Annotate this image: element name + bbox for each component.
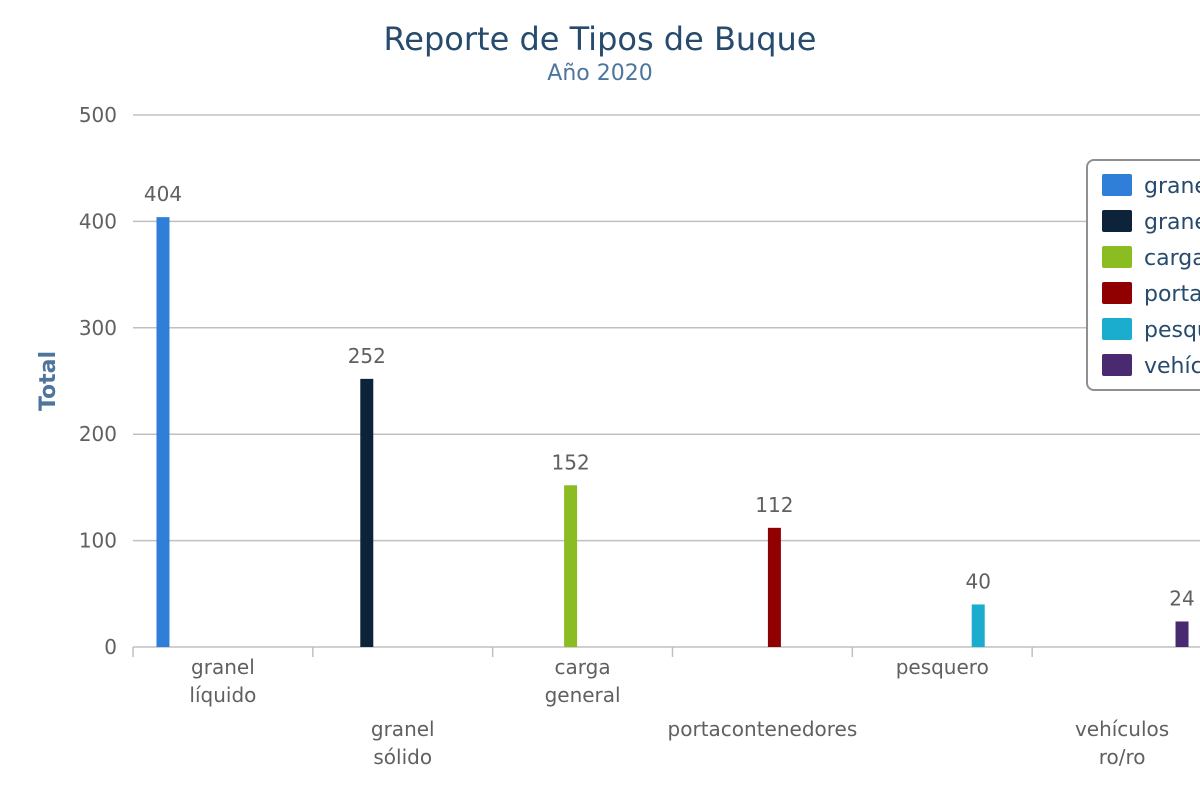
legend-swatch	[1102, 354, 1132, 376]
data-label: 404	[144, 182, 182, 206]
bar[interactable]	[564, 485, 578, 647]
legend-label: portacontenedores	[1144, 282, 1200, 307]
legend-item[interactable]: portacontenedores	[1102, 282, 1200, 307]
legend-label: granel sólido	[1144, 210, 1200, 235]
y-axis-title: Total	[36, 351, 61, 411]
y-tick-label: 0	[104, 635, 117, 659]
x-tick-label: granel líquido	[189, 655, 256, 707]
bar[interactable]	[156, 217, 170, 648]
data-label: 24	[1169, 586, 1194, 610]
data-label: 152	[552, 450, 590, 474]
legend-item[interactable]: granel líquido	[1102, 174, 1200, 199]
axis-layer: 0 100 200 300 400 500	[79, 103, 1200, 659]
legend-label: carga general	[1144, 246, 1200, 271]
y-tick-label: 100	[79, 529, 117, 553]
legend[interactable]: granel líquido granel sólido carga general…	[1086, 159, 1200, 391]
legend-label: granel líquido	[1144, 174, 1200, 199]
legend-swatch	[1102, 282, 1132, 304]
x-tick-label: pesquero	[896, 655, 989, 679]
data-label: 252	[348, 344, 386, 368]
legend-item[interactable]: granel sólido	[1102, 210, 1200, 235]
bar-layer	[156, 217, 1189, 648]
label-layer: 404 252 152 112 40 24 granel líquido granel sólid…	[144, 182, 1195, 769]
bar[interactable]	[971, 604, 985, 647]
y-tick-label: 200	[79, 422, 117, 446]
legend-swatch	[1102, 246, 1132, 268]
bar[interactable]	[1175, 621, 1189, 647]
grid-layer	[133, 114, 1200, 542]
chart-subtitle: Año 2020	[547, 61, 652, 86]
y-tick-label: 500	[79, 103, 117, 127]
chart-title: Reporte de Tipos de Buque	[384, 20, 817, 58]
bar[interactable]	[767, 527, 781, 647]
y-tick-label: 300	[79, 316, 117, 340]
legend-swatch	[1102, 210, 1132, 232]
legend-label: vehículos ro/ro	[1144, 354, 1200, 379]
x-tick-label: portacontenedores	[668, 717, 858, 741]
legend-swatch	[1102, 174, 1132, 196]
y-tick-label: 400	[79, 209, 117, 233]
x-tick-label: vehículos ro/ro	[1075, 717, 1169, 769]
legend-item[interactable]: pesquero	[1102, 318, 1200, 343]
legend-item[interactable]: vehículos ro/ro	[1102, 354, 1200, 379]
data-label: 112	[755, 493, 793, 517]
x-tick-label: carga general	[545, 655, 621, 707]
x-tick-label: granel sólido	[371, 717, 435, 769]
legend-item[interactable]: carga general	[1102, 246, 1200, 271]
legend-swatch	[1102, 318, 1132, 340]
bar[interactable]	[360, 378, 374, 647]
legend-label: pesquero	[1144, 318, 1200, 343]
data-label: 40	[965, 569, 990, 593]
